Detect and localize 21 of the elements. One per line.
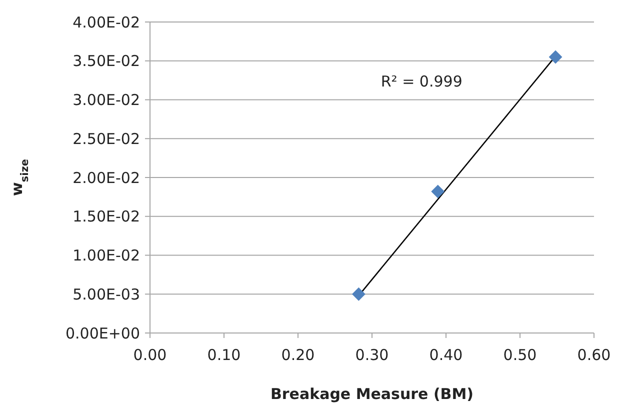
y-tick-label: 5.00E-03 [72, 285, 140, 304]
y-tick-label: 2.50E-02 [72, 130, 140, 148]
y-tick-label: 1.00E-02 [72, 246, 140, 264]
x-tick-label: 0.00 [133, 346, 167, 364]
y-tick-label: 3.50E-02 [72, 52, 140, 70]
y-tick-label: 3.00E-02 [72, 91, 140, 109]
x-tick-label: 0.20 [281, 346, 315, 364]
x-axis-title: Breakage Measure (BM) [270, 385, 474, 403]
x-tick-label: 0.50 [503, 346, 537, 364]
x-tick-label: 0.40 [429, 346, 463, 364]
annotation: R² = 0.999 [380, 72, 462, 90]
x-tick-label: 0.10 [207, 346, 241, 364]
y-tick-label: 2.00E-02 [72, 168, 140, 187]
point [352, 287, 366, 301]
y-tick-label: 0.00E+00 [65, 324, 140, 342]
point [431, 184, 445, 198]
y-tick-label: 4.00E-02 [72, 13, 140, 32]
x-tick-label: 0.30 [355, 346, 389, 364]
y-tick-label: 1.50E-02 [72, 208, 140, 226]
point [548, 50, 562, 64]
x-tick-label: 0.60 [577, 346, 611, 364]
